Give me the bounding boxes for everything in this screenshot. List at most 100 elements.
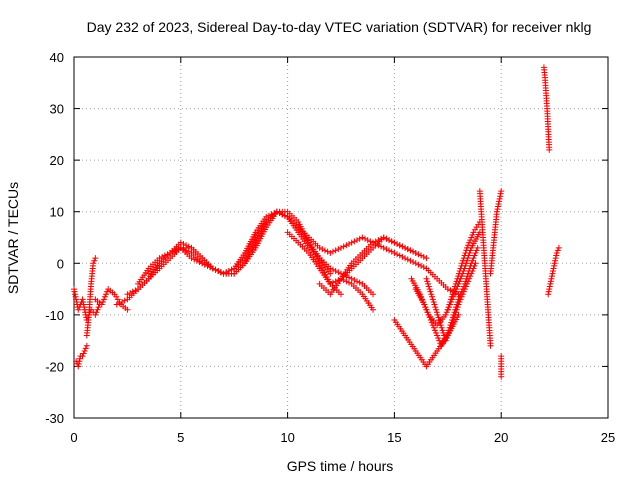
data-point-interp <box>425 280 432 287</box>
data-point-interp <box>386 237 393 244</box>
data-point-interp <box>468 234 475 241</box>
data-point-interp <box>121 297 128 304</box>
data-point <box>553 249 560 256</box>
data-point-interp <box>73 296 80 303</box>
data-point-interp <box>552 255 559 262</box>
data-point-interp <box>101 293 108 300</box>
data-point-interp <box>354 237 361 244</box>
data-point <box>156 255 163 262</box>
data-point-interp <box>437 322 444 329</box>
data-point-interp <box>372 238 379 245</box>
data-point <box>402 255 409 262</box>
y-axis-label: SDTVAR / TECUs <box>5 182 21 294</box>
data-point <box>209 265 216 272</box>
data-point-interp <box>104 288 111 295</box>
data-point <box>90 260 97 267</box>
data-point-interp <box>467 273 474 280</box>
data-point <box>423 275 430 282</box>
data-point <box>75 306 82 313</box>
plot-border <box>73 56 609 419</box>
data-point-interp <box>375 242 382 249</box>
data-point-interp <box>279 211 286 218</box>
data-point-interp <box>172 247 179 254</box>
data-point-interp <box>472 249 479 256</box>
data-point-interp <box>103 291 110 298</box>
data-point-interp <box>454 275 461 282</box>
data-point <box>75 363 82 370</box>
data-point-interp <box>496 195 503 202</box>
data-point-interp <box>470 265 477 272</box>
data-point-interp <box>471 252 478 259</box>
data-point-interp <box>434 311 441 318</box>
data-point-interp <box>433 306 440 313</box>
data-point <box>474 244 481 251</box>
data-point-interp <box>470 255 477 262</box>
data-points <box>71 64 562 380</box>
data-point-interp <box>427 288 434 295</box>
data-point-interp <box>454 304 461 311</box>
data-point <box>92 311 99 318</box>
data-point-interp <box>452 311 459 318</box>
data-point-interp <box>452 283 459 290</box>
data-point-interp <box>546 283 553 290</box>
data-point <box>348 275 355 282</box>
data-point-interp <box>471 262 478 269</box>
data-point-interp <box>445 304 452 311</box>
data-point-interp <box>394 240 401 247</box>
data-point-interp <box>467 237 474 244</box>
data-point-interp <box>546 286 553 293</box>
data-point-interp <box>452 309 459 316</box>
data-point-interp <box>388 248 395 255</box>
data-point-interp <box>433 329 440 336</box>
grid-lines <box>74 57 608 418</box>
data-point-interp <box>430 298 437 305</box>
data-point-interp <box>161 252 168 259</box>
data-point <box>124 306 131 313</box>
data-point-interp <box>456 298 463 305</box>
data-point <box>546 146 553 153</box>
data-point-interp <box>418 262 425 269</box>
data-point <box>327 270 334 277</box>
data-point-interp <box>399 243 406 250</box>
data-point-interp <box>367 238 374 245</box>
data-point <box>98 301 105 308</box>
data-point-interp <box>425 311 432 318</box>
data-point-interp <box>448 293 455 300</box>
data-point-interp <box>551 260 558 267</box>
data-point-interp <box>72 291 79 298</box>
data-point <box>124 291 131 298</box>
x-axis-label: GPS time / hours <box>287 458 394 474</box>
data-point-interp <box>552 257 559 264</box>
data-point <box>92 255 99 262</box>
data-point-interp <box>422 304 429 311</box>
data-point-interp <box>550 265 557 272</box>
data-point-interp <box>132 287 139 294</box>
y-tick-label: 20 <box>50 153 64 168</box>
data-point-interp <box>407 247 414 254</box>
data-point <box>421 301 428 308</box>
data-point <box>370 291 377 298</box>
data-point-interp <box>462 249 469 256</box>
data-point <box>338 275 344 282</box>
data-point-interp <box>80 298 87 305</box>
data-point <box>327 249 334 256</box>
data-point <box>263 213 270 220</box>
data-point-interp <box>449 291 456 298</box>
data-point-interp <box>466 239 473 246</box>
data-point-interp <box>434 332 441 339</box>
y-tick-label: -20 <box>45 359 64 374</box>
data-point-interp <box>431 301 438 308</box>
data-point-interp <box>180 240 187 247</box>
data-point-interp <box>473 247 480 254</box>
data-point <box>199 260 206 267</box>
plot-frame <box>73 56 609 419</box>
data-point <box>451 286 458 293</box>
data-point-interp <box>457 296 464 303</box>
data-point-interp <box>76 358 83 365</box>
data-point-interp <box>91 257 98 264</box>
data-point-interp <box>343 242 350 249</box>
data-point-interp <box>396 242 403 249</box>
data-point-interp <box>383 246 390 253</box>
data-point-interp <box>456 270 463 277</box>
data-point-interp <box>351 238 358 245</box>
